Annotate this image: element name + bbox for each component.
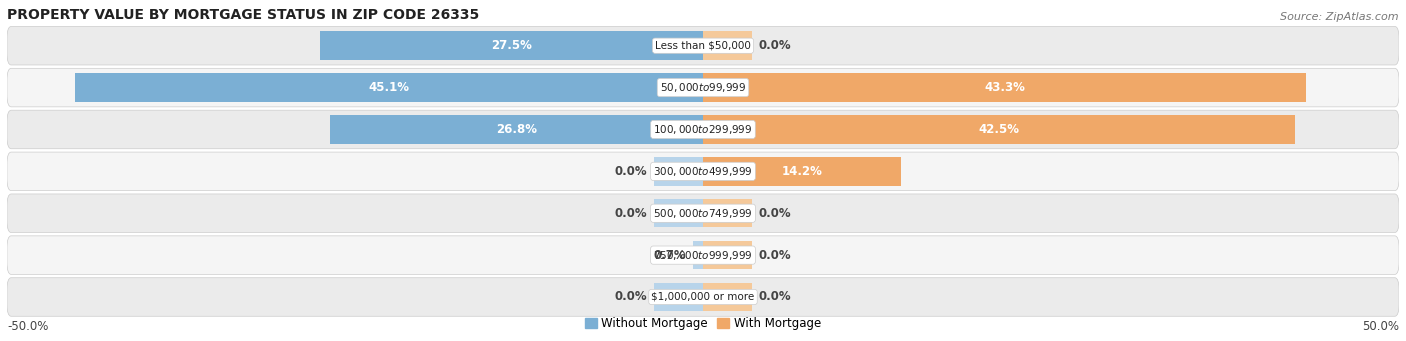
Text: $300,000 to $499,999: $300,000 to $499,999 — [654, 165, 752, 178]
Bar — [654, 157, 703, 186]
Text: 0.7%: 0.7% — [654, 249, 686, 262]
FancyBboxPatch shape — [7, 68, 1399, 107]
FancyBboxPatch shape — [7, 110, 1399, 149]
Text: 42.5%: 42.5% — [979, 123, 1019, 136]
Bar — [330, 115, 703, 144]
Text: 50.0%: 50.0% — [1362, 320, 1399, 332]
Text: 26.8%: 26.8% — [496, 123, 537, 136]
Text: 43.3%: 43.3% — [984, 81, 1025, 94]
Text: 0.0%: 0.0% — [759, 39, 792, 52]
Text: 0.0%: 0.0% — [759, 291, 792, 303]
Text: $500,000 to $749,999: $500,000 to $749,999 — [654, 207, 752, 220]
Text: $50,000 to $99,999: $50,000 to $99,999 — [659, 81, 747, 94]
Bar — [703, 31, 752, 60]
Text: $750,000 to $999,999: $750,000 to $999,999 — [654, 249, 752, 262]
Bar — [703, 157, 901, 186]
Bar — [321, 31, 703, 60]
Text: 0.0%: 0.0% — [759, 249, 792, 262]
Text: $100,000 to $299,999: $100,000 to $299,999 — [654, 123, 752, 136]
Text: $1,000,000 or more: $1,000,000 or more — [651, 292, 755, 302]
Bar — [75, 73, 703, 102]
Text: 0.0%: 0.0% — [614, 291, 647, 303]
Bar — [703, 283, 752, 311]
FancyBboxPatch shape — [7, 152, 1399, 191]
Text: PROPERTY VALUE BY MORTGAGE STATUS IN ZIP CODE 26335: PROPERTY VALUE BY MORTGAGE STATUS IN ZIP… — [7, 8, 479, 22]
Text: 45.1%: 45.1% — [368, 81, 409, 94]
Bar — [703, 115, 1295, 144]
FancyBboxPatch shape — [7, 27, 1399, 65]
Text: -50.0%: -50.0% — [7, 320, 48, 332]
Bar — [703, 73, 1306, 102]
Text: Source: ZipAtlas.com: Source: ZipAtlas.com — [1281, 12, 1399, 22]
Bar — [693, 241, 703, 269]
Text: 0.0%: 0.0% — [759, 207, 792, 220]
Text: 0.0%: 0.0% — [614, 165, 647, 178]
Bar — [654, 283, 703, 311]
FancyBboxPatch shape — [7, 278, 1399, 316]
FancyBboxPatch shape — [7, 194, 1399, 233]
Bar — [703, 241, 752, 269]
Text: 27.5%: 27.5% — [491, 39, 531, 52]
Text: 0.0%: 0.0% — [614, 207, 647, 220]
Bar — [703, 199, 752, 227]
FancyBboxPatch shape — [7, 236, 1399, 275]
Legend: Without Mortgage, With Mortgage: Without Mortgage, With Mortgage — [581, 313, 825, 335]
Text: Less than $50,000: Less than $50,000 — [655, 41, 751, 51]
Text: 14.2%: 14.2% — [782, 165, 823, 178]
Bar — [654, 199, 703, 227]
